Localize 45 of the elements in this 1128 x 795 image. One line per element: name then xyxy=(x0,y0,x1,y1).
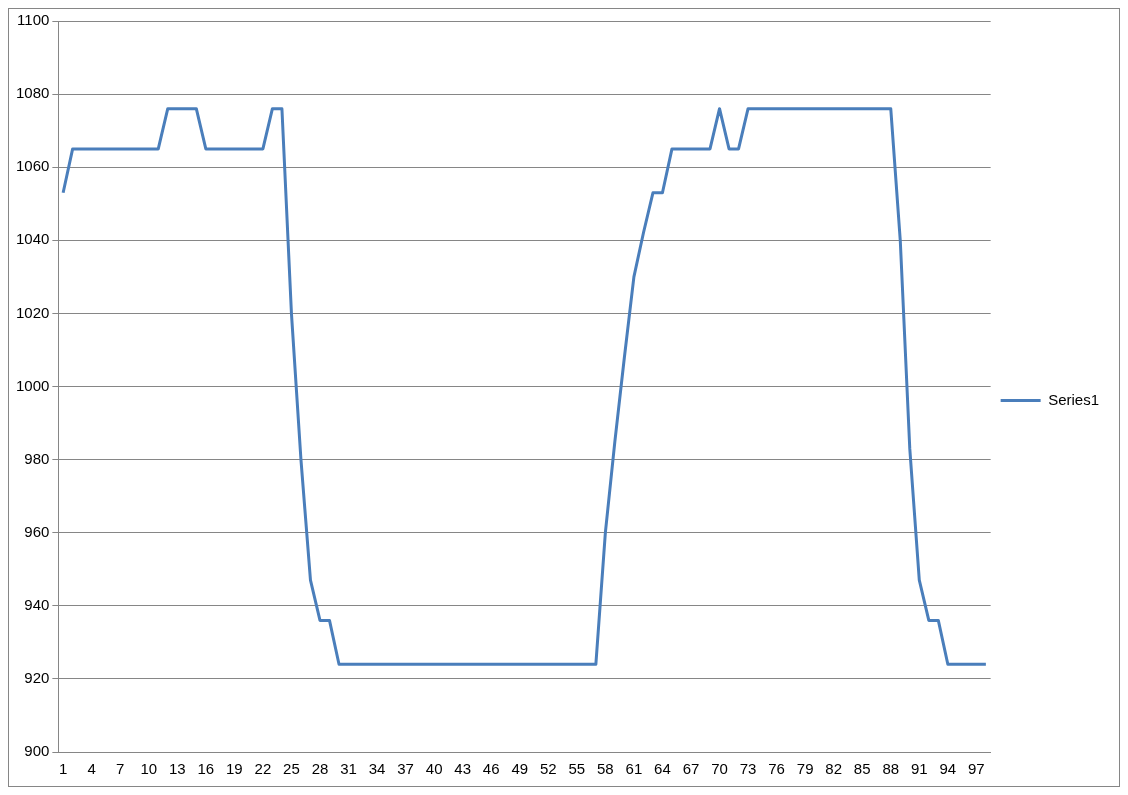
x-tick-label: 37 xyxy=(397,760,414,778)
x-tick-label: 49 xyxy=(511,760,529,778)
y-tick-label: 1100 xyxy=(17,11,50,29)
x-tick-label: 55 xyxy=(568,760,586,778)
x-tick-label: 76 xyxy=(768,760,785,778)
x-tick-label: 97 xyxy=(968,760,985,778)
x-tick-label: 91 xyxy=(910,760,928,778)
x-tick-label: 82 xyxy=(825,760,843,778)
x-tick-label: 52 xyxy=(539,760,557,778)
legend-label: Series1 xyxy=(1048,390,1099,408)
x-tick-label: 25 xyxy=(283,760,300,778)
y-tick-label: 1020 xyxy=(15,303,50,321)
x-tick-label: 64 xyxy=(654,760,671,778)
x-tick-label: 10 xyxy=(140,760,158,778)
y-tick-label: 980 xyxy=(24,449,50,467)
x-tick-label: 19 xyxy=(226,760,243,778)
x-tick-label: 28 xyxy=(311,760,329,778)
x-tick-label: 31 xyxy=(340,760,357,778)
x-tick-label: 43 xyxy=(454,760,472,778)
y-tick-label: 1000 xyxy=(15,376,50,394)
x-tick-label: 67 xyxy=(682,760,700,778)
y-tick-label: 1060 xyxy=(15,157,50,175)
y-tick-label: 1080 xyxy=(15,84,50,102)
x-tick-label: 22 xyxy=(254,760,272,778)
y-tick-label: 920 xyxy=(24,669,50,687)
x-tick-label: 1 xyxy=(58,760,68,778)
x-tick-label: 58 xyxy=(597,760,614,778)
x-tick-label: 70 xyxy=(711,760,728,778)
x-tick-label: 4 xyxy=(87,760,96,778)
x-tick-label: 34 xyxy=(368,760,386,778)
x-tick-label: 79 xyxy=(796,760,814,778)
y-tick-label: 960 xyxy=(24,522,50,540)
x-tick-label: 7 xyxy=(116,760,125,778)
y-tick-label: 1040 xyxy=(15,230,50,248)
x-tick-label: 46 xyxy=(482,760,500,778)
x-tick-label: 73 xyxy=(739,760,757,778)
x-tick-label: 88 xyxy=(882,760,900,778)
x-tick-label: 94 xyxy=(939,760,957,778)
x-tick-label: 85 xyxy=(853,760,871,778)
x-tick-label: 61 xyxy=(625,760,643,778)
x-tick-label: 16 xyxy=(197,760,215,778)
y-tick-label: 900 xyxy=(24,742,50,760)
y-tick-label: 940 xyxy=(24,595,50,613)
x-tick-label: 40 xyxy=(425,760,443,778)
x-tick-label: 13 xyxy=(168,760,186,778)
